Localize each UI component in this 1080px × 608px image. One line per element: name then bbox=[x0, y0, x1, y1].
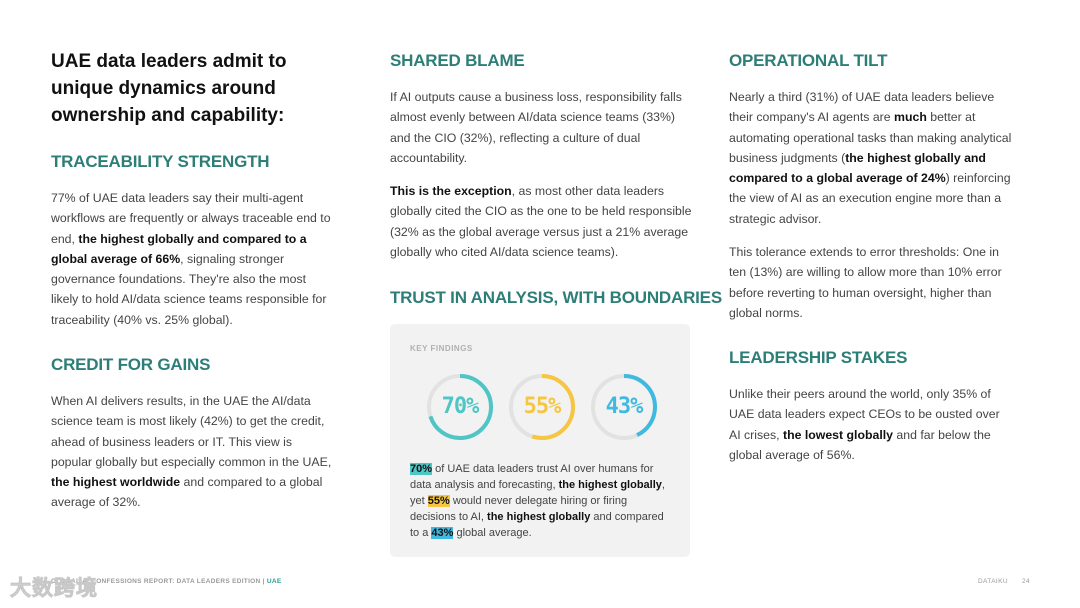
ring-arc-70 bbox=[427, 374, 493, 440]
operational-paragraph-2: This tolerance extends to error threshol… bbox=[729, 245, 1002, 320]
stat-value-43: 43% bbox=[605, 394, 644, 419]
ring-arc-43 bbox=[591, 374, 657, 440]
watermark: 大数跨境 bbox=[10, 577, 98, 601]
page-number: 24 bbox=[1021, 578, 1030, 585]
stat-ring-55: 55% bbox=[507, 372, 577, 442]
operational-paragraph-1: Nearly a third (31%) of UAE data leaders… bbox=[729, 90, 1012, 226]
stat-ring-43: 43% bbox=[589, 372, 659, 442]
leadership-heading: LEADERSHIP STAKES bbox=[729, 348, 908, 367]
leadership-paragraph: Unlike their peers around the world, onl… bbox=[729, 387, 1000, 462]
ring-arc-55 bbox=[509, 374, 575, 440]
key-findings-label: KEY FINDINGS bbox=[410, 344, 473, 353]
credit-heading: CREDIT FOR GAINS bbox=[51, 355, 211, 374]
page-title: UAE data leaders admit to unique dynamic… bbox=[51, 51, 287, 126]
blame-heading: SHARED BLAME bbox=[390, 51, 525, 70]
operational-heading: OPERATIONAL TILT bbox=[729, 51, 888, 70]
blame-paragraph-2: This is the exception, as most other dat… bbox=[390, 184, 692, 259]
key-findings-card: KEY FINDINGS 70% 55% 43% 70% of UAE data… bbox=[390, 324, 690, 557]
credit-paragraph: When AI delivers results, in the UAE the… bbox=[51, 394, 332, 510]
footer-brand-page: DATAIKU 24 bbox=[978, 578, 1030, 585]
highlight-55: 55% bbox=[427, 495, 450, 507]
highlight-43: 43% bbox=[431, 527, 454, 539]
traceability-paragraph: 77% of UAE data leaders say their multi-… bbox=[51, 191, 331, 327]
ring-chart-70 bbox=[427, 374, 493, 440]
footer-report-title: GLOBAL AI CONFESSIONS REPORT: DATA LEADE… bbox=[51, 578, 282, 585]
ring-chart-43 bbox=[591, 374, 657, 440]
stat-ring-70: 70% bbox=[425, 372, 495, 442]
traceability-heading: TRACEABILITY STRENGTH bbox=[51, 152, 270, 171]
stat-value-55: 55% bbox=[523, 394, 562, 419]
highlight-70: 70% bbox=[410, 463, 433, 475]
ring-chart-55 bbox=[509, 374, 575, 440]
blame-paragraph-1: If AI outputs cause a business loss, res… bbox=[390, 90, 682, 165]
trust-heading: TRUST IN ANALYSIS, WITH BOUNDARIES bbox=[390, 288, 722, 307]
footer-brand: DATAIKU bbox=[977, 578, 1008, 585]
key-findings-text: 70% of UAE data leaders trust AI over hu… bbox=[410, 463, 665, 539]
stat-value-70: 70% bbox=[441, 394, 480, 419]
